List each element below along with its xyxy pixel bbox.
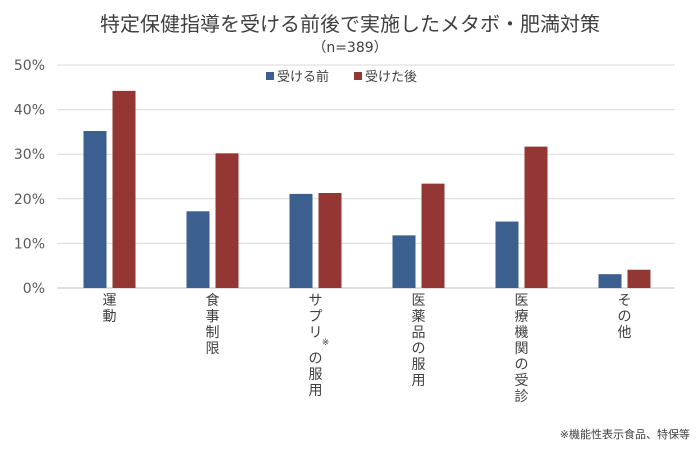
y-axis-ticks: 0% 10% 20% 30% 40% 50% <box>14 58 45 297</box>
y-tick-label: 30% <box>14 147 45 163</box>
bars <box>83 90 651 288</box>
category-label-char: プ <box>309 309 323 325</box>
bar-before <box>392 235 416 288</box>
category-label-char: 受 <box>515 373 529 389</box>
bar-before <box>289 193 313 288</box>
bar-after <box>524 146 548 288</box>
category-label-char: 関 <box>515 341 529 357</box>
bar-after <box>627 269 651 288</box>
category-label: 運動 <box>103 293 117 325</box>
category-label-char: 用 <box>309 383 323 399</box>
category-label-char: 食 <box>206 292 220 309</box>
bar-after <box>318 193 342 288</box>
category-label-char: 医 <box>515 293 529 309</box>
category-label-char: リ <box>309 325 323 341</box>
footnote: ※機能性表示食品、特保等 <box>560 427 690 441</box>
bar-before <box>495 221 519 288</box>
category-label-char: 薬 <box>412 309 426 325</box>
category-label-char: 療 <box>515 308 529 325</box>
category-label-char: 限 <box>206 341 220 357</box>
y-tick-label: 40% <box>14 103 45 119</box>
category-label-char: 診 <box>515 389 529 405</box>
category-label-char: 医 <box>412 293 426 309</box>
legend-label: 受ける前 <box>277 69 329 85</box>
category-label-char: 用 <box>412 373 426 389</box>
bar-before <box>83 131 107 288</box>
grid-lines <box>57 64 675 289</box>
category-label-char: 品 <box>412 325 426 341</box>
y-tick-label: 10% <box>14 236 45 252</box>
bar-after <box>421 183 445 288</box>
bar-after <box>112 90 136 288</box>
category-label-char: 運 <box>103 293 117 309</box>
legend: 受ける前 受けた後 <box>266 69 417 85</box>
category-label-char: 服 <box>412 357 426 373</box>
category-label: サプリ※ の服用 <box>309 293 330 399</box>
category-label-char: 事 <box>206 309 220 325</box>
category-label-char: 制 <box>206 325 220 341</box>
category-label-char: サ <box>309 293 323 309</box>
category-label-char: の <box>515 357 529 373</box>
category-label-char: の <box>412 341 426 357</box>
category-label-char: 他 <box>618 325 632 341</box>
chart-subtitle: （n=389） <box>312 40 387 56</box>
category-label: その他 <box>618 293 632 341</box>
bar-before <box>186 211 210 288</box>
chart-title: 特定保健指導を受ける前後で実施したメタボ・肥満対策 <box>100 12 600 36</box>
category-label-char: そ <box>618 293 632 309</box>
category-label-char: 服 <box>309 367 323 383</box>
category-label-char: 機 <box>515 325 529 341</box>
category-label-note-mark: ※ <box>322 338 330 348</box>
category-label-char: の <box>618 309 632 325</box>
legend-swatch <box>266 72 274 80</box>
legend-label: 受けた後 <box>365 70 417 85</box>
category-label-char: 動 <box>103 309 117 325</box>
y-tick-label: 20% <box>14 192 45 208</box>
legend-swatch <box>354 72 362 80</box>
y-tick-label: 0% <box>23 281 45 297</box>
y-tick-label: 50% <box>14 58 45 74</box>
bar-before <box>598 274 622 288</box>
bar-after <box>215 153 239 288</box>
category-label-char: の <box>309 351 323 367</box>
